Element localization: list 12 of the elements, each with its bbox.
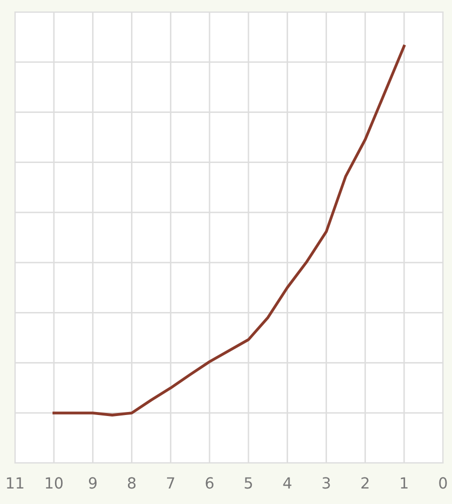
x-tick-label: 2	[361, 477, 369, 488]
x-tick-label: 10	[46, 477, 63, 489]
x-tick-label: 4	[283, 477, 292, 488]
x-tick-label: 7	[167, 477, 174, 488]
x-tick-label: 0	[439, 477, 447, 489]
x-tick-label: 1	[400, 477, 408, 488]
x-tick-label: 11	[6, 477, 24, 488]
x-tick-label: 3	[322, 477, 330, 489]
x-tick-label: 6	[206, 477, 214, 489]
x-tick-label: 9	[88, 477, 97, 489]
x-tick-label: 8	[128, 477, 136, 489]
x-tick-label: 5	[244, 477, 252, 489]
